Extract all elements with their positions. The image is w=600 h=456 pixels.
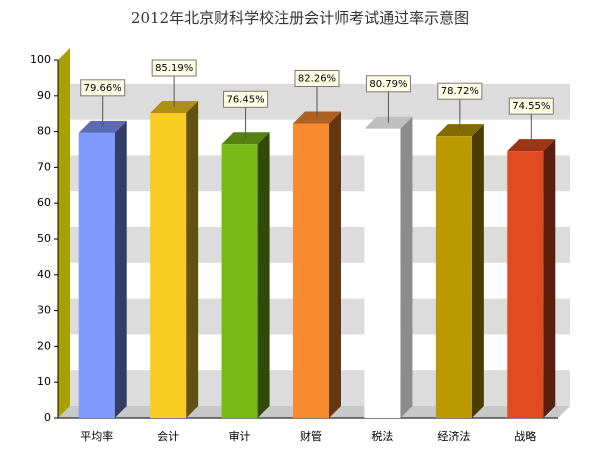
y-tick-label: 30 <box>37 304 51 317</box>
label-box <box>151 59 197 77</box>
x-tick-label: 平均率 <box>80 429 113 443</box>
value-label: 78.72% <box>441 86 479 97</box>
bar <box>435 136 472 418</box>
x-tick-label: 税法 <box>371 429 393 443</box>
bar-group: 74.55% <box>507 97 556 418</box>
label-box <box>365 75 411 93</box>
y-tick-label: 70 <box>37 160 51 173</box>
x-tick-label: 财管 <box>300 429 322 443</box>
bar <box>293 123 329 418</box>
y-tick-label: 100 <box>30 53 51 66</box>
value-label: 80.79% <box>369 79 407 90</box>
bar-side <box>114 120 127 418</box>
x-tick-label: 审计 <box>229 429 251 443</box>
y-tick-label: 80 <box>37 125 51 138</box>
x-tick-label: 会计 <box>157 430 179 443</box>
bar-group: 85.19% <box>150 59 199 418</box>
bar-group: 79.66% <box>78 79 127 418</box>
y-tick-label: 20 <box>37 339 51 352</box>
bar-side <box>543 139 556 418</box>
bar-side <box>329 111 341 418</box>
left-wall <box>58 48 70 418</box>
bar-group: 76.45% <box>221 90 270 418</box>
value-label: 74.55% <box>512 101 550 112</box>
x-tick-label: 战略 <box>514 429 536 443</box>
bar-side <box>257 132 270 418</box>
bar-group: 78.72% <box>435 82 484 418</box>
label-box <box>508 97 554 115</box>
bar <box>78 132 115 418</box>
bar-top <box>364 116 413 129</box>
y-tick-label: 60 <box>37 196 51 209</box>
label-box <box>294 70 340 88</box>
label-box <box>437 82 483 100</box>
bar-group: 82.26% <box>293 70 341 418</box>
chart-title: 2012年北京财科学校注册会计师考试通过率示意图 <box>131 9 469 27</box>
bar-group: 80.79% <box>364 75 413 419</box>
bar <box>221 144 258 418</box>
value-label: 85.19% <box>155 63 193 74</box>
label-box <box>223 90 269 108</box>
bar-side <box>400 116 413 419</box>
y-tick-label: 40 <box>37 268 51 281</box>
value-label: 82.26% <box>298 74 336 85</box>
value-label: 76.45% <box>227 94 265 105</box>
y-tick-label: 0 <box>44 411 51 424</box>
bar-side <box>186 101 199 418</box>
bar-side <box>471 124 484 418</box>
bar <box>507 151 544 418</box>
y-tick-label: 10 <box>37 375 51 388</box>
label-box <box>80 79 126 97</box>
bar <box>364 128 401 419</box>
value-label: 79.66% <box>84 83 122 94</box>
y-tick-label: 90 <box>37 89 51 102</box>
x-tick-label: 经济法 <box>437 429 470 443</box>
bar <box>150 113 187 418</box>
y-tick-label: 50 <box>37 232 51 245</box>
